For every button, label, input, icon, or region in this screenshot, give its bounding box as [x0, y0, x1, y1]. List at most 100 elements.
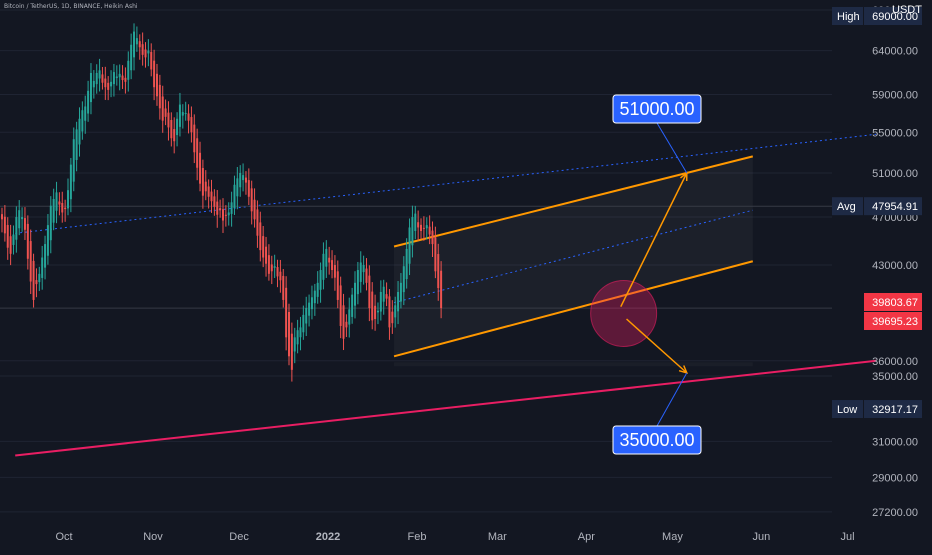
candle-body — [250, 188, 253, 212]
candle-body — [339, 285, 342, 326]
candle-body — [204, 181, 207, 192]
candle-body — [15, 217, 18, 240]
candle-body — [135, 38, 138, 45]
candle-body — [32, 260, 35, 300]
price-tick-label: 64000.00 — [872, 46, 918, 58]
candle-body — [322, 253, 325, 280]
candle-body — [276, 267, 279, 277]
regression-line[interactable] — [393, 209, 753, 304]
candle-body — [356, 270, 359, 295]
candle-body — [141, 44, 144, 55]
highlight-circle[interactable] — [590, 279, 658, 347]
candle-body — [46, 225, 49, 256]
projection-down-arrow[interactable] — [626, 318, 688, 374]
candle-body — [12, 234, 15, 245]
candle-body — [265, 246, 268, 264]
candle-body — [348, 309, 351, 325]
time-tick-label: 2022 — [316, 531, 340, 543]
candle-body — [411, 217, 414, 246]
target-down-label-box[interactable] — [612, 425, 702, 455]
candle-body — [405, 248, 408, 280]
candle-body — [213, 196, 216, 207]
candle-body — [354, 282, 357, 306]
candle-body — [199, 152, 202, 184]
time-tick-label: Jul — [840, 531, 854, 543]
candle-body — [333, 265, 336, 278]
candle-body — [55, 192, 58, 211]
candle-body — [155, 73, 158, 97]
candle-body — [150, 52, 153, 70]
candle-body — [308, 302, 311, 316]
price-tick-label: 27200.00 — [872, 507, 918, 519]
candle-body — [75, 129, 78, 161]
price-tick-label: 31000.00 — [872, 436, 918, 448]
avg-price-tag-value-box — [864, 197, 922, 216]
candle-body — [61, 203, 64, 213]
candle-body — [58, 201, 61, 205]
candle-body — [394, 305, 397, 318]
candle-body — [397, 291, 400, 312]
time-tick-label: Dec — [229, 531, 249, 543]
projection-up-arrow[interactable] — [620, 172, 688, 308]
price-tick-label: 43000.00 — [872, 260, 918, 272]
candle-body — [230, 202, 233, 214]
candle-body — [282, 275, 285, 300]
candle-body — [124, 77, 127, 82]
candle-body — [319, 270, 322, 290]
candle-body — [256, 209, 259, 236]
avg-price-tag-value: 47954.91 — [872, 201, 918, 213]
channel-upper-line[interactable] — [393, 155, 754, 248]
candle-body — [233, 184, 236, 209]
candle-body — [147, 50, 150, 54]
candle-body — [365, 268, 368, 283]
candle-body — [296, 330, 299, 345]
high-price-tag-caption-box — [832, 7, 863, 25]
low-price-tag-value: 32917.17 — [872, 404, 918, 416]
candle-body — [382, 286, 385, 302]
time-tick-label: Nov — [143, 531, 163, 543]
candle-body — [388, 296, 391, 328]
candle-body — [9, 236, 12, 254]
candle-body — [247, 180, 250, 197]
current-price-tag-b-value: 39695.23 — [872, 316, 918, 328]
candle-body — [336, 271, 339, 300]
candle-body — [371, 291, 374, 321]
candle-body — [376, 310, 379, 313]
candle-body — [293, 337, 296, 352]
candle-body — [196, 138, 199, 168]
price-axis-panel[interactable] — [832, 0, 932, 550]
price-tick-label: 36000.00 — [872, 356, 918, 368]
candle-body — [316, 282, 319, 297]
candle-body — [216, 201, 219, 215]
candle-body — [302, 314, 305, 333]
candle-body — [138, 41, 141, 48]
candle-body — [18, 210, 21, 229]
candle-body — [437, 254, 440, 289]
candle-body — [345, 321, 348, 328]
candle-body — [210, 191, 213, 202]
candle-body — [420, 224, 423, 231]
candle-body — [313, 290, 316, 304]
price-tick-label: 55000.00 — [872, 127, 918, 139]
symbol-interval: 1D — [61, 3, 70, 10]
candle-body — [227, 212, 230, 216]
candle-body — [219, 208, 222, 211]
target-up-label-box[interactable] — [612, 94, 702, 124]
candle-body — [408, 227, 411, 264]
symbol-name: Bitcoin / TetherUS — [4, 3, 58, 10]
time-tick-label: Oct — [55, 531, 72, 543]
candle-body — [224, 214, 227, 216]
time-tick-label: Jun — [753, 531, 771, 543]
candle-body — [121, 75, 124, 81]
candle-body — [69, 164, 72, 200]
symbol-exchange: BINANCE — [73, 3, 101, 10]
candle-body — [262, 236, 265, 258]
support-trendline[interactable] — [15, 359, 877, 457]
target-down-label: 35000.00 — [619, 430, 694, 450]
channel-lower-line[interactable] — [393, 260, 754, 358]
high-price-tag-value: 69000.00 — [872, 11, 918, 23]
candle-body — [144, 49, 147, 58]
